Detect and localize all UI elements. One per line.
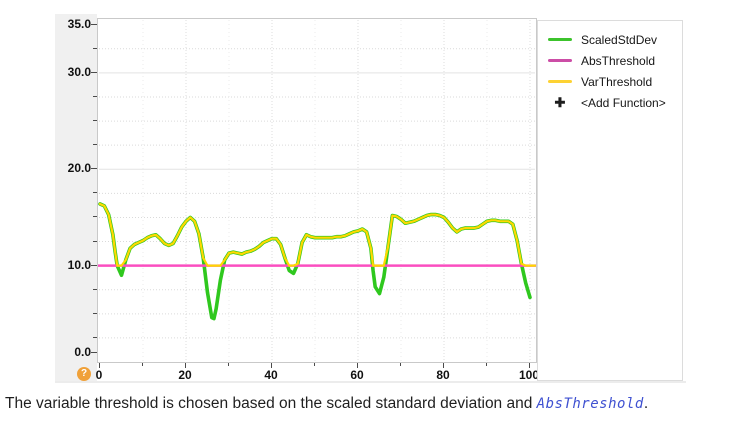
scaledstddev-line <box>98 202 532 321</box>
legend-swatch-box <box>548 75 572 89</box>
y-minor-tick <box>93 336 97 338</box>
y-major-tick <box>91 352 97 353</box>
x-minor-tick <box>486 363 487 366</box>
caption-text-after: . <box>643 395 649 412</box>
x-major-tick <box>529 363 530 368</box>
chart-widget: 35.0 30.0 20.0 10.0 0.0 0 20 40 60 80 100 ? Scaled… <box>55 14 686 385</box>
x-major-tick <box>357 363 358 368</box>
x-minor-tick <box>314 363 315 366</box>
caption-code-link[interactable]: AbsThreshold <box>536 396 644 412</box>
y-minor-tick <box>93 312 97 314</box>
y-minor-tick <box>93 47 97 49</box>
legend-swatch-box <box>548 54 572 68</box>
y-minor-tick <box>93 216 97 218</box>
plot-svg <box>98 20 536 361</box>
y-tick-label: 35.0 <box>67 16 91 31</box>
legend-line-swatch <box>548 80 572 83</box>
x-minor-tick <box>142 363 143 366</box>
x-tick-label: 20 <box>178 368 192 382</box>
x-tick-label: 100 <box>518 368 540 382</box>
legend-item-addfunction[interactable]: ✚ <Add Function> <box>538 92 682 113</box>
y-minor-tick <box>93 288 97 290</box>
y-tick-label: 0.0 <box>74 345 91 359</box>
x-tick-label: 0 <box>95 368 103 382</box>
y-minor-tick <box>93 144 97 146</box>
legend-line-swatch <box>548 59 572 62</box>
legend-swatch-box <box>548 33 572 47</box>
y-minor-tick <box>93 192 97 194</box>
plot-area[interactable] <box>97 18 537 363</box>
caption-text-before: The variable threshold is chosen based o… <box>5 395 537 412</box>
y-major-tick <box>91 168 97 170</box>
y-tick-label: 20.0 <box>67 161 91 176</box>
y-minor-tick <box>93 120 97 122</box>
y-axis-strip <box>55 14 97 381</box>
y-minor-tick <box>93 95 97 97</box>
x-tick-label: 60 <box>350 368 364 382</box>
y-major-tick <box>91 71 97 73</box>
y-tick-label: 10.0 <box>67 257 91 272</box>
x-major-tick <box>443 363 444 368</box>
y-minor-tick <box>93 240 97 242</box>
legend-item-label: <Add Function> <box>581 95 666 110</box>
x-tick-label: 40 <box>264 368 278 382</box>
varthreshold-line <box>98 202 536 267</box>
legend-item-absthreshold[interactable]: AbsThreshold <box>538 50 682 71</box>
legend-line-swatch <box>548 38 572 41</box>
legend-panel: ScaledStdDev AbsThreshold VarThreshold ✚ <Ad… <box>537 20 683 381</box>
help-icon[interactable]: ? <box>77 367 91 381</box>
caption: The variable threshold is chosen based o… <box>5 393 743 415</box>
y-major-tick <box>91 264 97 266</box>
legend-item-label: VarThreshold <box>581 74 653 89</box>
widget-bottom-edge <box>55 381 686 383</box>
x-minor-tick <box>400 363 401 366</box>
y-tick-label: 30.0 <box>67 64 91 79</box>
legend-item-varthreshold[interactable]: VarThreshold <box>538 71 682 92</box>
x-minor-tick <box>228 363 229 366</box>
x-major-tick <box>271 363 272 368</box>
legend-item-label: AbsThreshold <box>581 53 656 68</box>
x-tick-label: 80 <box>436 368 450 382</box>
y-major-tick <box>91 23 97 25</box>
legend-item-scaledstddev[interactable]: ScaledStdDev <box>538 29 682 50</box>
x-major-tick <box>185 363 186 368</box>
legend-item-label: ScaledStdDev <box>581 32 658 47</box>
plus-icon: ✚ <box>554 94 566 110</box>
x-major-tick <box>99 363 100 368</box>
